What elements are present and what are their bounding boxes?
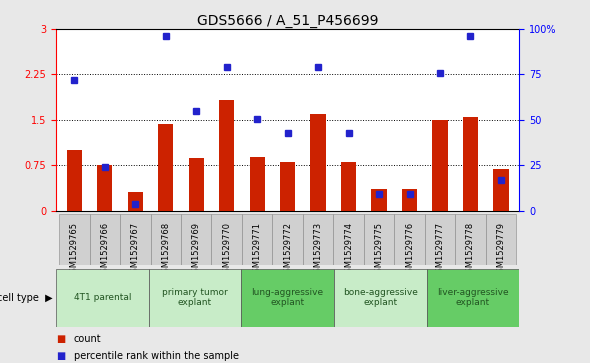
Bar xyxy=(425,214,455,265)
Text: GSM1529778: GSM1529778 xyxy=(466,222,475,278)
Text: ■: ■ xyxy=(56,351,65,361)
Text: GSM1529777: GSM1529777 xyxy=(435,222,444,278)
Text: GSM1529779: GSM1529779 xyxy=(496,222,506,278)
Bar xyxy=(463,117,478,211)
Text: count: count xyxy=(74,334,101,344)
Bar xyxy=(242,214,273,265)
Bar xyxy=(219,101,234,211)
Bar xyxy=(90,214,120,265)
Text: GSM1529765: GSM1529765 xyxy=(70,222,79,278)
Bar xyxy=(303,214,333,265)
Bar xyxy=(273,214,303,265)
Title: GDS5666 / A_51_P456699: GDS5666 / A_51_P456699 xyxy=(197,14,378,28)
Bar xyxy=(402,189,417,211)
Text: GSM1529770: GSM1529770 xyxy=(222,222,231,278)
Bar xyxy=(427,269,519,327)
Bar xyxy=(364,214,394,265)
Bar xyxy=(341,162,356,211)
Text: cell type  ▶: cell type ▶ xyxy=(0,293,53,303)
Text: 4T1 parental: 4T1 parental xyxy=(74,293,131,302)
Bar xyxy=(181,214,211,265)
Bar xyxy=(127,192,143,211)
Bar xyxy=(333,214,364,265)
Bar xyxy=(394,214,425,265)
Bar xyxy=(280,162,295,211)
Text: GSM1529773: GSM1529773 xyxy=(314,222,323,278)
Bar xyxy=(432,120,448,211)
Bar xyxy=(493,170,509,211)
Text: GSM1529769: GSM1529769 xyxy=(192,222,201,278)
Text: GSM1529774: GSM1529774 xyxy=(344,222,353,278)
Text: GSM1529775: GSM1529775 xyxy=(375,222,384,278)
Bar xyxy=(241,269,334,327)
Bar xyxy=(334,269,427,327)
Bar xyxy=(250,157,265,211)
Text: liver-aggressive
explant: liver-aggressive explant xyxy=(437,288,509,307)
Text: GSM1529768: GSM1529768 xyxy=(161,222,171,278)
Bar xyxy=(189,158,204,211)
Bar xyxy=(372,189,386,211)
Text: GSM1529767: GSM1529767 xyxy=(131,222,140,278)
Text: ■: ■ xyxy=(56,334,65,344)
Bar xyxy=(97,165,113,211)
Bar xyxy=(120,214,150,265)
Bar xyxy=(67,150,82,211)
Bar xyxy=(211,214,242,265)
Bar xyxy=(486,214,516,265)
Bar xyxy=(59,214,90,265)
Bar xyxy=(56,269,149,327)
Bar xyxy=(149,269,241,327)
Text: GSM1529772: GSM1529772 xyxy=(283,222,292,278)
Text: GSM1529771: GSM1529771 xyxy=(253,222,261,278)
Bar xyxy=(158,124,173,211)
Bar xyxy=(310,114,326,211)
Text: GSM1529776: GSM1529776 xyxy=(405,222,414,278)
Text: bone-aggressive
explant: bone-aggressive explant xyxy=(343,288,418,307)
Text: primary tumor
explant: primary tumor explant xyxy=(162,288,228,307)
Bar xyxy=(455,214,486,265)
Bar xyxy=(150,214,181,265)
Text: percentile rank within the sample: percentile rank within the sample xyxy=(74,351,239,361)
Text: lung-aggressive
explant: lung-aggressive explant xyxy=(251,288,324,307)
Text: GSM1529766: GSM1529766 xyxy=(100,222,109,278)
